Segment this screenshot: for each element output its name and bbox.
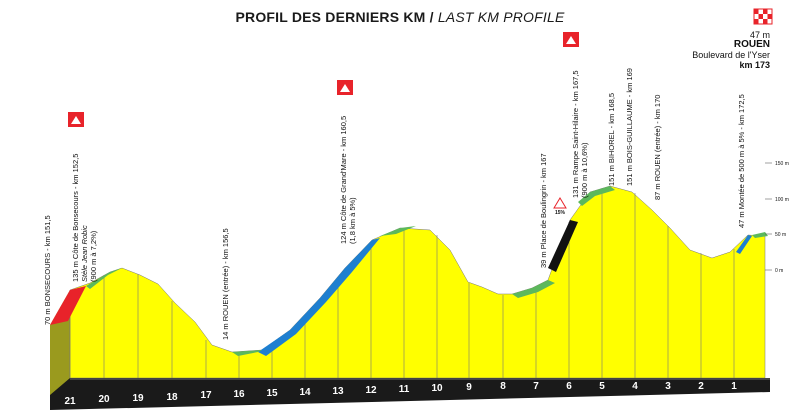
title-main: PROFIL DES DERNIERS KM bbox=[235, 9, 426, 25]
annotation-montee: 47 m Montée de 500 m à 5% - km 172,5 bbox=[737, 94, 746, 228]
km-label-group: 21 20 19 18 17 16 15 14 13 12 11 10 9 8 … bbox=[64, 381, 737, 407]
climb-finish-green bbox=[752, 232, 768, 238]
km-label: 13 bbox=[332, 386, 344, 397]
finish-place: Boulevard de l'Yser bbox=[692, 50, 770, 60]
km-label: 12 bbox=[365, 385, 377, 396]
km-label: 15 bbox=[266, 388, 278, 399]
km-label: 11 bbox=[399, 384, 410, 395]
page-title: PROFIL DES DERNIERS KM / LAST KM PROFILE bbox=[235, 9, 565, 25]
km-label: 9 bbox=[466, 382, 472, 393]
km-label: 4 bbox=[632, 381, 638, 392]
km-label: 8 bbox=[500, 381, 506, 392]
annotation-line: 124 m Côte de Grand'Mare - km 160,5 bbox=[339, 116, 348, 244]
altitude-scale: 150 m 100 m 50 m 0 m bbox=[765, 161, 789, 274]
annotation-line: (900 m à 10,6%) bbox=[580, 142, 589, 198]
altitude-tick-label: 100 m bbox=[775, 197, 789, 203]
annotation-cote-bonsecours: 135 m Côte de Bonsecours - km 152,5 Stèl… bbox=[71, 154, 98, 282]
finish-info: 47 m ROUEN Boulevard de l'Yser km 173 bbox=[692, 30, 770, 70]
finish-km: km 173 bbox=[739, 60, 770, 70]
km-label: 7 bbox=[533, 381, 539, 392]
km-label: 2 bbox=[698, 381, 704, 392]
finish-flag-icon bbox=[753, 8, 773, 25]
climb-bonsecours-red bbox=[50, 286, 86, 325]
profile-area bbox=[69, 185, 766, 379]
annotation-bonsecours: 70 m BONSECOURS - km 151,5 bbox=[43, 215, 52, 325]
climb-montee-blue bbox=[736, 235, 752, 254]
km-label: 14 bbox=[299, 387, 311, 398]
annotation-boulingrin: 39 m Place de Boulingrin - km 167 bbox=[539, 153, 548, 268]
km-label: 18 bbox=[166, 392, 178, 403]
climb-marker-icon bbox=[337, 80, 353, 95]
climb-marker-icon bbox=[563, 32, 579, 47]
annotation-line: 131 m Rampe Saint-Hilaire - km 167,5 bbox=[571, 70, 580, 198]
gradient-warning-icon: 15% bbox=[553, 197, 567, 216]
climb-bihorel-green bbox=[578, 186, 615, 206]
annotation-group: 70 m BONSECOURS - km 151,5 135 m Côte de… bbox=[43, 68, 746, 340]
km-label: 6 bbox=[566, 381, 572, 392]
km-label: 10 bbox=[431, 383, 443, 394]
annotation-bois-guillaume: 151 m BOIS-GUILLAUME - km 169 bbox=[625, 68, 634, 186]
title-sub: LAST KM PROFILE bbox=[437, 9, 565, 25]
base-bar bbox=[50, 378, 770, 410]
km-label: 21 bbox=[64, 396, 76, 407]
climb-grandmare-blue bbox=[258, 238, 380, 356]
altitude-tick-label: 150 m bbox=[775, 161, 789, 167]
km-label: 17 bbox=[200, 390, 212, 401]
km-gridlines bbox=[69, 188, 735, 378]
annotation-line: Stèle Jean Robic bbox=[80, 225, 89, 282]
finish-altitude: 47 m bbox=[749, 30, 770, 40]
annotation-line: (900 m à 7,2%) bbox=[89, 230, 98, 282]
annotation-line: 135 m Côte de Bonsecours - km 152,5 bbox=[71, 154, 80, 282]
annotation-line: (1,8 km à 5%) bbox=[348, 197, 357, 244]
annotation-rouen-entree-1: 14 m ROUEN (entrée) - km 156,5 bbox=[221, 228, 230, 340]
altitude-tick-label: 50 m bbox=[775, 232, 786, 238]
km-label: 19 bbox=[132, 393, 144, 404]
gradient-label: 15% bbox=[555, 210, 566, 216]
altitude-tick-label: 0 m bbox=[775, 268, 783, 274]
climb-boulingrin-green bbox=[512, 280, 555, 298]
climb-sainthilaire-steep bbox=[548, 220, 578, 272]
km-label: 16 bbox=[233, 389, 245, 400]
annotation-bihorel: 151 m BIHOREL - km 168,5 bbox=[607, 93, 616, 186]
km-label: 1 bbox=[731, 381, 737, 392]
km-label: 3 bbox=[665, 381, 671, 392]
climb-grandmare-top bbox=[380, 226, 416, 236]
annotation-saint-hilaire: 131 m Rampe Saint-Hilaire - km 167,5 (90… bbox=[571, 70, 589, 198]
climb-bonsecours-green bbox=[86, 268, 122, 289]
km-label: 20 bbox=[98, 394, 110, 405]
base-bar-top bbox=[70, 378, 770, 380]
annotation-rouen-entree-2: 87 m ROUEN (entrée) - km 170 bbox=[653, 95, 662, 200]
finish-city: ROUEN bbox=[733, 39, 770, 50]
annotation-cote-grand-mare: 124 m Côte de Grand'Mare - km 160,5 (1,8… bbox=[339, 116, 357, 244]
km-label: 5 bbox=[599, 381, 605, 392]
climb-marker-icon bbox=[68, 112, 84, 127]
climb-grandmare-green bbox=[232, 350, 262, 356]
